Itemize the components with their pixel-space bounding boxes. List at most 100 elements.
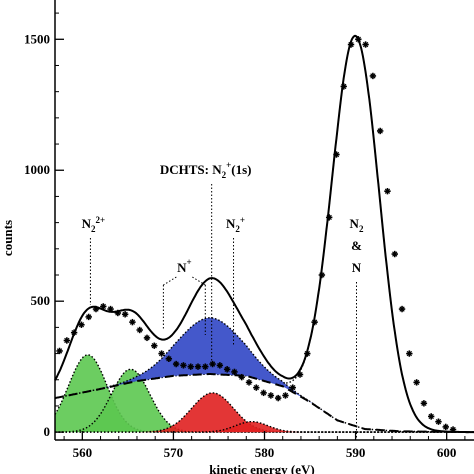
data-point <box>260 389 267 397</box>
data-point-stroke <box>151 343 157 349</box>
x-axis-label: kinetic energy (eV) <box>209 462 314 474</box>
label-n2-2plus-part: 2+ <box>96 215 106 225</box>
data-point <box>223 366 231 373</box>
data-point-stroke <box>333 151 340 158</box>
data-point <box>238 373 245 381</box>
data-point-stroke <box>64 337 70 344</box>
data-point-stroke <box>115 310 121 316</box>
x-tick-label: 590 <box>346 445 366 460</box>
data-point <box>216 362 224 369</box>
data-point <box>231 368 238 376</box>
x-tick-label: 600 <box>437 445 457 460</box>
component-3-peak-1-outline <box>55 421 474 433</box>
fit-lines <box>54 34 474 434</box>
data-point-stroke <box>217 362 223 369</box>
label-dchts: DCHTS: N2+(1s) <box>160 160 252 180</box>
x-tick-label: 560 <box>73 445 93 460</box>
data-point-stroke <box>304 350 310 357</box>
y-tick-label: 0 <box>44 424 51 439</box>
label-n-plus-part: + <box>186 257 191 267</box>
data-point-stroke <box>188 364 194 370</box>
data-point <box>245 379 253 386</box>
data-point-stroke <box>282 392 289 399</box>
data-point <box>274 394 282 402</box>
data-point <box>304 350 311 357</box>
component-3-peak-1 <box>55 421 474 433</box>
data-point <box>85 313 92 321</box>
data-point-stroke <box>180 362 187 369</box>
data-point <box>391 250 398 258</box>
data-point-stroke <box>406 350 412 357</box>
data-point <box>449 426 457 433</box>
data-point <box>413 379 420 386</box>
label-n2-part: 2 <box>359 224 364 234</box>
label-n2-plus-part: + <box>240 215 245 225</box>
component-2-peak-0 <box>55 317 474 433</box>
peak-annotations: N22+N+DCHTS: N2+(1s)N2+ N2&N <box>82 160 364 438</box>
label-n2-plus-part: 2 <box>235 224 240 234</box>
data-point <box>253 384 260 391</box>
data-point-stroke <box>421 400 427 406</box>
data-point <box>296 371 304 378</box>
y-tick-label: 1500 <box>24 31 50 46</box>
data-point-stroke <box>311 319 318 325</box>
x-tick-label: 580 <box>255 445 275 460</box>
label-n2-part: N <box>350 216 360 231</box>
data-point <box>282 392 289 399</box>
data-point <box>172 360 180 368</box>
data-point-stroke <box>392 251 398 257</box>
x-tick-label: 570 <box>164 445 184 460</box>
data-point <box>187 363 194 370</box>
data-point <box>355 36 362 43</box>
data-point <box>92 305 100 313</box>
data-point-stroke <box>443 424 449 430</box>
component-areas <box>54 35 474 433</box>
y-tick-label: 500 <box>31 293 51 308</box>
data-point-stroke <box>71 329 77 336</box>
data-point-stroke <box>195 364 201 370</box>
data-point-stroke <box>370 73 376 79</box>
data-point-stroke <box>377 128 383 134</box>
y-tick-label: 1000 <box>24 162 50 177</box>
data-point-stroke <box>100 303 106 310</box>
data-point <box>78 321 85 328</box>
data-point <box>202 363 209 370</box>
data-point <box>362 41 369 48</box>
data-point <box>333 151 340 158</box>
data-point <box>376 127 384 135</box>
data-point <box>267 392 275 399</box>
data-point-stroke <box>450 426 456 433</box>
data-point <box>151 342 158 349</box>
data-point <box>318 271 326 279</box>
data-point-stroke <box>435 419 442 425</box>
data-point-stroke <box>275 395 281 401</box>
label-n: N <box>352 260 362 275</box>
data-point-stroke <box>297 371 303 378</box>
component-1-peak-1 <box>55 369 474 433</box>
data-point-stroke <box>246 379 252 386</box>
data-point <box>289 384 296 391</box>
data-point-stroke <box>86 314 92 320</box>
data-point-stroke <box>144 335 150 341</box>
label-n-plus-part: N <box>177 260 187 275</box>
label-dchts-part: + <box>226 160 231 170</box>
data-point <box>325 214 333 221</box>
leader-n-plus-left-diag <box>163 276 177 286</box>
background-line <box>54 373 474 434</box>
data-point-stroke <box>137 327 143 333</box>
data-point <box>209 360 216 368</box>
data-point-stroke <box>78 322 85 328</box>
data-point <box>340 83 347 90</box>
label-n2-plus-part: N <box>226 216 236 231</box>
y-axis-label: counts <box>0 220 15 256</box>
data-point-stroke <box>239 374 245 380</box>
data-point <box>194 363 202 370</box>
label-dchts-part: DCHTS: N <box>160 162 222 177</box>
data-point <box>435 418 442 425</box>
data-point <box>406 350 413 357</box>
data-point <box>114 309 122 317</box>
data-point-stroke <box>107 306 114 312</box>
data-point <box>347 41 355 48</box>
data-point <box>158 350 165 357</box>
